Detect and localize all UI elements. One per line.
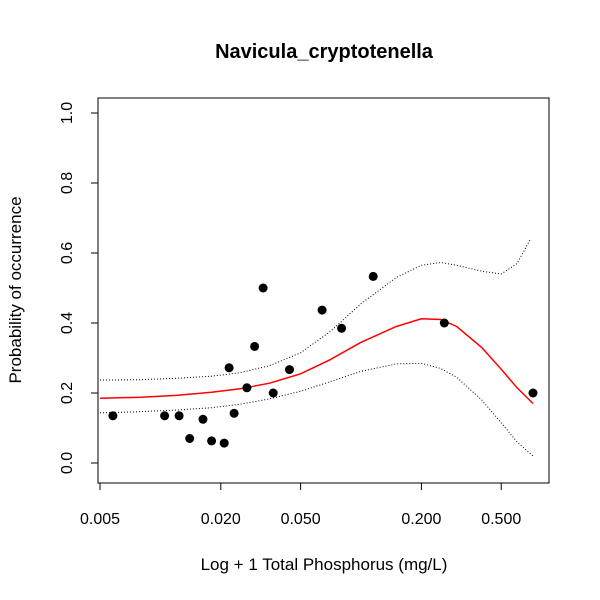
data-point	[160, 411, 170, 421]
data-point	[337, 323, 347, 333]
data-point	[528, 388, 538, 398]
x-tick-label: 0.500	[481, 511, 521, 528]
data-point	[250, 341, 260, 351]
data-point	[224, 363, 234, 373]
data-point	[317, 305, 327, 315]
y-axis: 0.0 0.2 0.4 0.6 0.8 1.0	[59, 102, 99, 474]
x-tick-label: 0.200	[401, 511, 441, 528]
y-tick-label: 0.2	[59, 382, 76, 404]
x-tick-label: 0.005	[80, 511, 120, 528]
data-point	[185, 434, 195, 443]
plot-frame	[97, 97, 550, 484]
y-tick-label: 1.0	[59, 102, 76, 124]
x-axis: 0.005 0.020 0.050 0.200 0.500	[80, 482, 521, 528]
series-lower-bound	[99, 362, 534, 457]
data-point	[108, 411, 118, 421]
data-point	[368, 271, 378, 281]
data-point	[207, 436, 217, 446]
data-point	[219, 438, 229, 448]
x-tick-label: 0.020	[201, 511, 241, 528]
data-point	[198, 414, 208, 424]
x-tick-label: 0.050	[281, 511, 321, 528]
data-point	[242, 383, 252, 393]
y-tick-label: 0.4	[59, 312, 76, 334]
x-axis-label: Log + 1 Total Phosphorus (mg/L)	[201, 555, 448, 574]
y-tick-label: 0.0	[59, 452, 76, 474]
series-fit	[99, 318, 534, 405]
series-layer	[99, 238, 534, 457]
data-point	[268, 388, 278, 398]
series-upper-bound	[99, 238, 531, 381]
y-axis-label: Probability of occurrence	[6, 196, 25, 383]
data-point	[439, 318, 449, 328]
y-tick-label: 0.8	[59, 172, 76, 194]
data-point	[285, 365, 294, 375]
points-layer	[108, 271, 538, 448]
data-point	[174, 411, 184, 421]
data-point	[229, 408, 239, 418]
data-point	[258, 283, 268, 293]
chart-title: Navicula_cryptotenella	[215, 41, 434, 63]
y-tick-label: 0.6	[59, 242, 76, 264]
